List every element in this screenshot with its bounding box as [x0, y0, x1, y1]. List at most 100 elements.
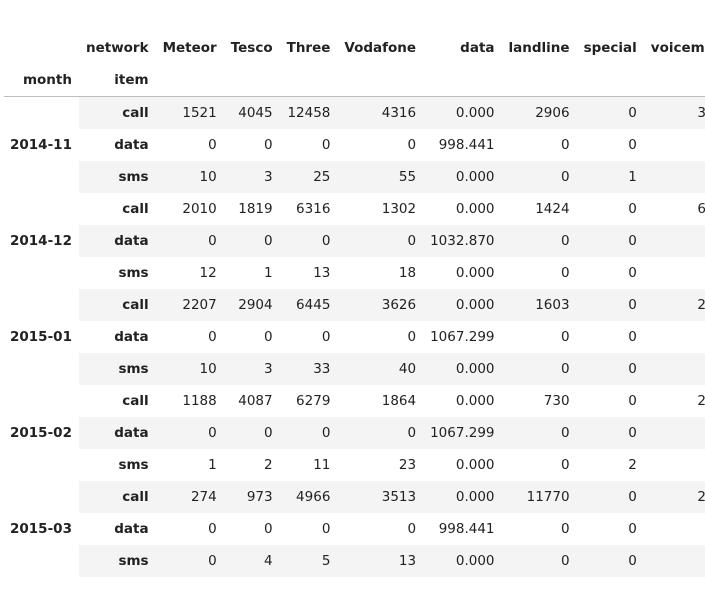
- table-cell: 0: [560, 457, 570, 473]
- table-cell: 0: [264, 521, 273, 537]
- duration-group-header: duration: [156, 0, 705, 32]
- table-cell: 0: [628, 137, 637, 153]
- table-cell: 0: [407, 521, 417, 537]
- table-cell: 0: [208, 329, 217, 345]
- table-cell: 1067.299: [423, 417, 502, 449]
- table-cell: 0: [576, 96, 644, 129]
- table-cell: 4966: [279, 481, 338, 513]
- table-cell: 0: [407, 329, 417, 345]
- table-cell: 12: [199, 265, 217, 281]
- table-cell: 33: [279, 353, 338, 385]
- item-index-cell: sms: [118, 457, 149, 473]
- table-cell: 998.441: [438, 137, 495, 153]
- table-cell: 3: [223, 353, 280, 385]
- table-cell: 3: [223, 161, 280, 193]
- month-index-cell: 2015-01: [4, 289, 79, 385]
- table-cell: 2904: [223, 289, 280, 321]
- table-cell: 3513: [337, 481, 424, 513]
- table-cell: 40: [337, 353, 424, 385]
- item-index-cell: call: [122, 201, 149, 217]
- table-cell: 55: [337, 161, 424, 193]
- column-header: Three: [286, 40, 331, 56]
- table-cell: 0: [628, 393, 637, 409]
- table-cell: 0: [643, 161, 705, 193]
- table-cell: 0: [560, 137, 570, 153]
- table-cell: 0.000: [423, 96, 502, 129]
- item-index-cell: data: [114, 329, 149, 345]
- table-cell: 0: [501, 225, 577, 257]
- table-cell: 2207: [155, 289, 224, 321]
- item-index-cell: sms: [78, 353, 156, 385]
- table-cell: 0: [155, 417, 224, 449]
- table-row: 2014-12 call 2010 1819 6316 1302 0.000 1424 0 690…: [4, 193, 705, 289]
- header-row-top: duration: [4, 0, 705, 32]
- table-cell: 23: [398, 457, 417, 473]
- table-cell: 301: [643, 96, 705, 129]
- table-cell: 973: [223, 481, 280, 513]
- header-row-network: network Meteor Tesco Three Vodafone data…: [4, 32, 705, 64]
- item-index-cell: sms: [78, 161, 156, 193]
- table-cell: 0: [628, 521, 637, 537]
- table-cell: 0.000: [455, 457, 495, 473]
- table-cell: 0: [576, 545, 644, 577]
- table-cell: 0.000: [423, 545, 502, 577]
- table-cell: 0: [576, 481, 644, 513]
- table-cell: 0.000: [455, 201, 495, 217]
- table-cell: 0.000: [423, 353, 502, 385]
- table-cell: 0: [264, 329, 273, 345]
- item-index-cell: call: [78, 96, 156, 129]
- table-cell: 0: [321, 329, 331, 345]
- month-index-cell: 2015-02: [4, 385, 79, 481]
- table-cell: 1: [208, 457, 217, 473]
- header-row-index: month item: [4, 64, 705, 97]
- table-cell: 13: [313, 265, 331, 281]
- table-cell: 0: [560, 265, 570, 281]
- table-cell: 0: [628, 265, 637, 281]
- table-cell: 6445: [279, 289, 338, 321]
- table-row: 2014-11call152140451245843160.0002906030…: [4, 96, 705, 193]
- month-index-cell: 2015-03: [4, 481, 79, 577]
- table-cell: 1: [576, 161, 644, 193]
- table-cell: 0: [628, 201, 637, 217]
- table-cell: 1067.299: [430, 329, 495, 345]
- table-cell: 690: [697, 201, 705, 217]
- table-cell: 0: [321, 137, 331, 153]
- table-cell: 11: [313, 457, 331, 473]
- item-index-cell: data: [114, 137, 149, 153]
- table-cell: 0: [643, 353, 705, 385]
- column-header: landline: [508, 40, 570, 56]
- table-cell: 0: [576, 353, 644, 385]
- table-cell: 285: [643, 289, 705, 321]
- table-cell: 1521: [155, 96, 224, 129]
- table-cell: 0: [560, 329, 570, 345]
- table-cell: 0: [208, 137, 217, 153]
- table-cell: 0: [576, 225, 644, 257]
- table-cell: 10: [155, 161, 224, 193]
- table-cell: 0: [644, 513, 705, 545]
- column-header: Vodafone: [344, 40, 417, 56]
- table-header: duration network Meteor Tesco Three Voda…: [4, 0, 705, 97]
- table-cell: 274: [155, 481, 224, 513]
- table-row: 2015-02 call 1188 4087 6279 1864 0.000 730 0 268 0: [4, 385, 705, 481]
- table-cell: 13: [337, 545, 424, 577]
- table-cell: 0: [643, 417, 705, 449]
- item-index-cell: call: [78, 481, 156, 513]
- table-cell: 0: [501, 161, 577, 193]
- table-cell: 0: [337, 417, 424, 449]
- table-cell: 998.441: [438, 521, 495, 537]
- table-cell: 730: [543, 393, 570, 409]
- table-cell: 1864: [381, 393, 417, 409]
- table-cell: 231: [643, 481, 705, 513]
- item-index-cell: sms: [118, 265, 149, 281]
- table-cell: 268: [697, 393, 705, 409]
- table-cell: 1302: [381, 201, 417, 217]
- table-body: 2014-11call152140451245843160.0002906030…: [4, 96, 705, 577]
- table-cell: 0: [501, 417, 577, 449]
